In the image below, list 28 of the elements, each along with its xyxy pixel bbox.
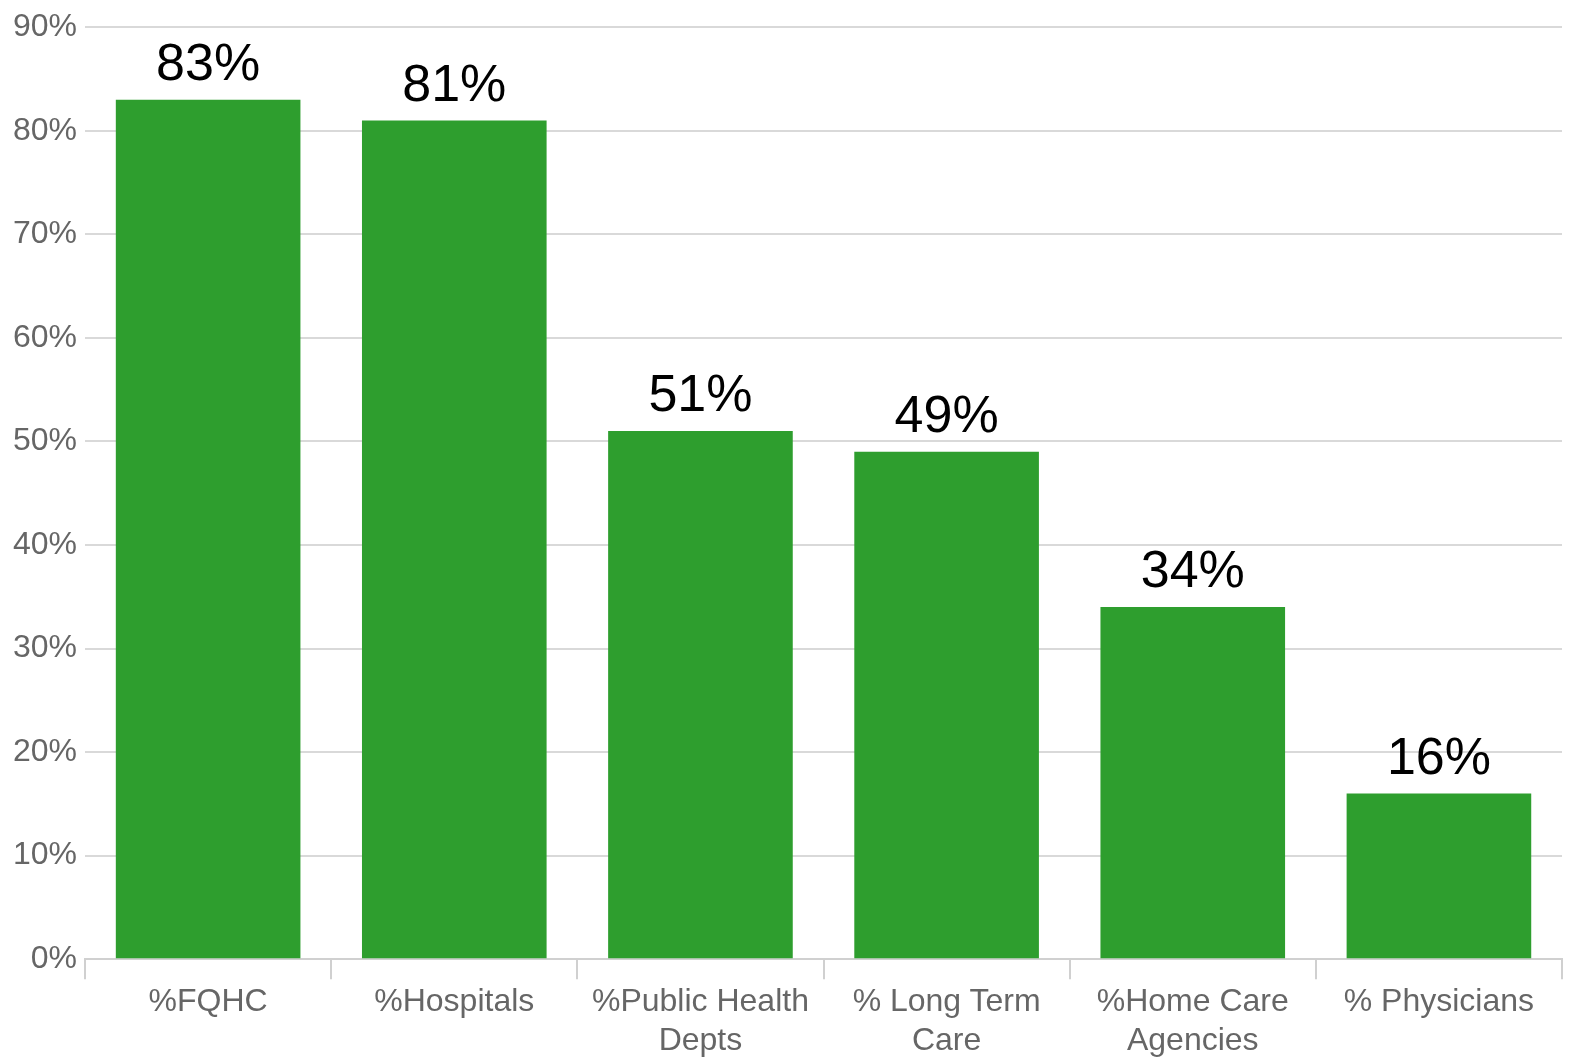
y-tick-label: 80% xyxy=(13,110,78,147)
y-tick-label: 30% xyxy=(13,628,78,665)
data-label: 16% xyxy=(1386,726,1491,785)
y-tick-label: 10% xyxy=(13,835,78,872)
x-tick-label: % Long Term Care xyxy=(852,982,1041,1057)
bar xyxy=(115,99,301,959)
data-label: 83% xyxy=(156,33,261,92)
x-tick-label: %Hospitals xyxy=(374,982,535,1019)
x-tick-label: %Home Care Agencies xyxy=(1096,982,1289,1057)
data-label: 34% xyxy=(1140,540,1245,599)
y-tick-label: 20% xyxy=(13,731,78,768)
y-tick-label: 50% xyxy=(13,421,78,458)
data-label: 51% xyxy=(648,364,753,423)
bar xyxy=(608,431,793,959)
y-tick-label: 60% xyxy=(13,317,78,354)
data-label: 81% xyxy=(402,53,507,112)
y-tick-label: 40% xyxy=(13,524,78,561)
data-label: 49% xyxy=(894,385,999,444)
y-tick-label: 70% xyxy=(13,214,78,251)
x-tick-label: %Public Health Depts xyxy=(591,982,809,1057)
bar xyxy=(854,451,1039,959)
x-tick-label: % Physicians xyxy=(1343,982,1535,1019)
bar xyxy=(361,120,547,959)
bar xyxy=(1100,607,1286,959)
x-tick-label: %FQHC xyxy=(148,982,268,1019)
y-tick-label: 90% xyxy=(13,7,78,44)
y-tick-label: 0% xyxy=(30,939,78,976)
bar xyxy=(1346,793,1532,959)
